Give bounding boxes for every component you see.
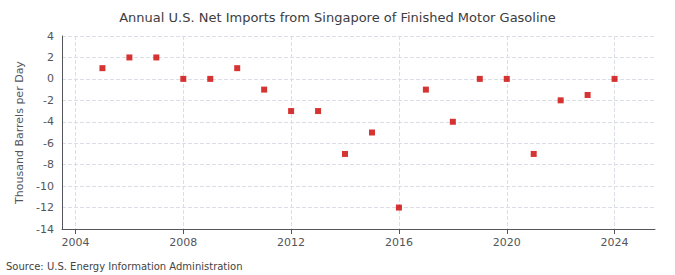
- svg-text:-8: -8: [43, 158, 54, 171]
- svg-text:4: 4: [47, 30, 54, 43]
- svg-text:2008: 2008: [169, 236, 197, 249]
- svg-text:-14: -14: [36, 223, 54, 236]
- svg-text:-6: -6: [43, 137, 54, 150]
- svg-text:2004: 2004: [61, 236, 89, 249]
- svg-text:0: 0: [47, 72, 54, 85]
- svg-text:-10: -10: [36, 180, 54, 193]
- svg-text:2024: 2024: [601, 236, 629, 249]
- svg-text:2: 2: [47, 51, 54, 64]
- svg-text:Thousand Barrels per Day: Thousand Barrels per Day: [13, 61, 26, 205]
- svg-text:2012: 2012: [277, 236, 305, 249]
- svg-text:2016: 2016: [385, 236, 413, 249]
- svg-text:Annual U.S. Net Imports from S: Annual U.S. Net Imports from Singapore o…: [119, 10, 556, 25]
- svg-text:-12: -12: [36, 201, 54, 214]
- svg-text:2020: 2020: [493, 236, 521, 249]
- svg-text:Source: U.S. Energy Informatio: Source: U.S. Energy Information Administ…: [6, 261, 243, 272]
- svg-text:-4: -4: [43, 115, 54, 128]
- svg-text:-2: -2: [43, 94, 54, 107]
